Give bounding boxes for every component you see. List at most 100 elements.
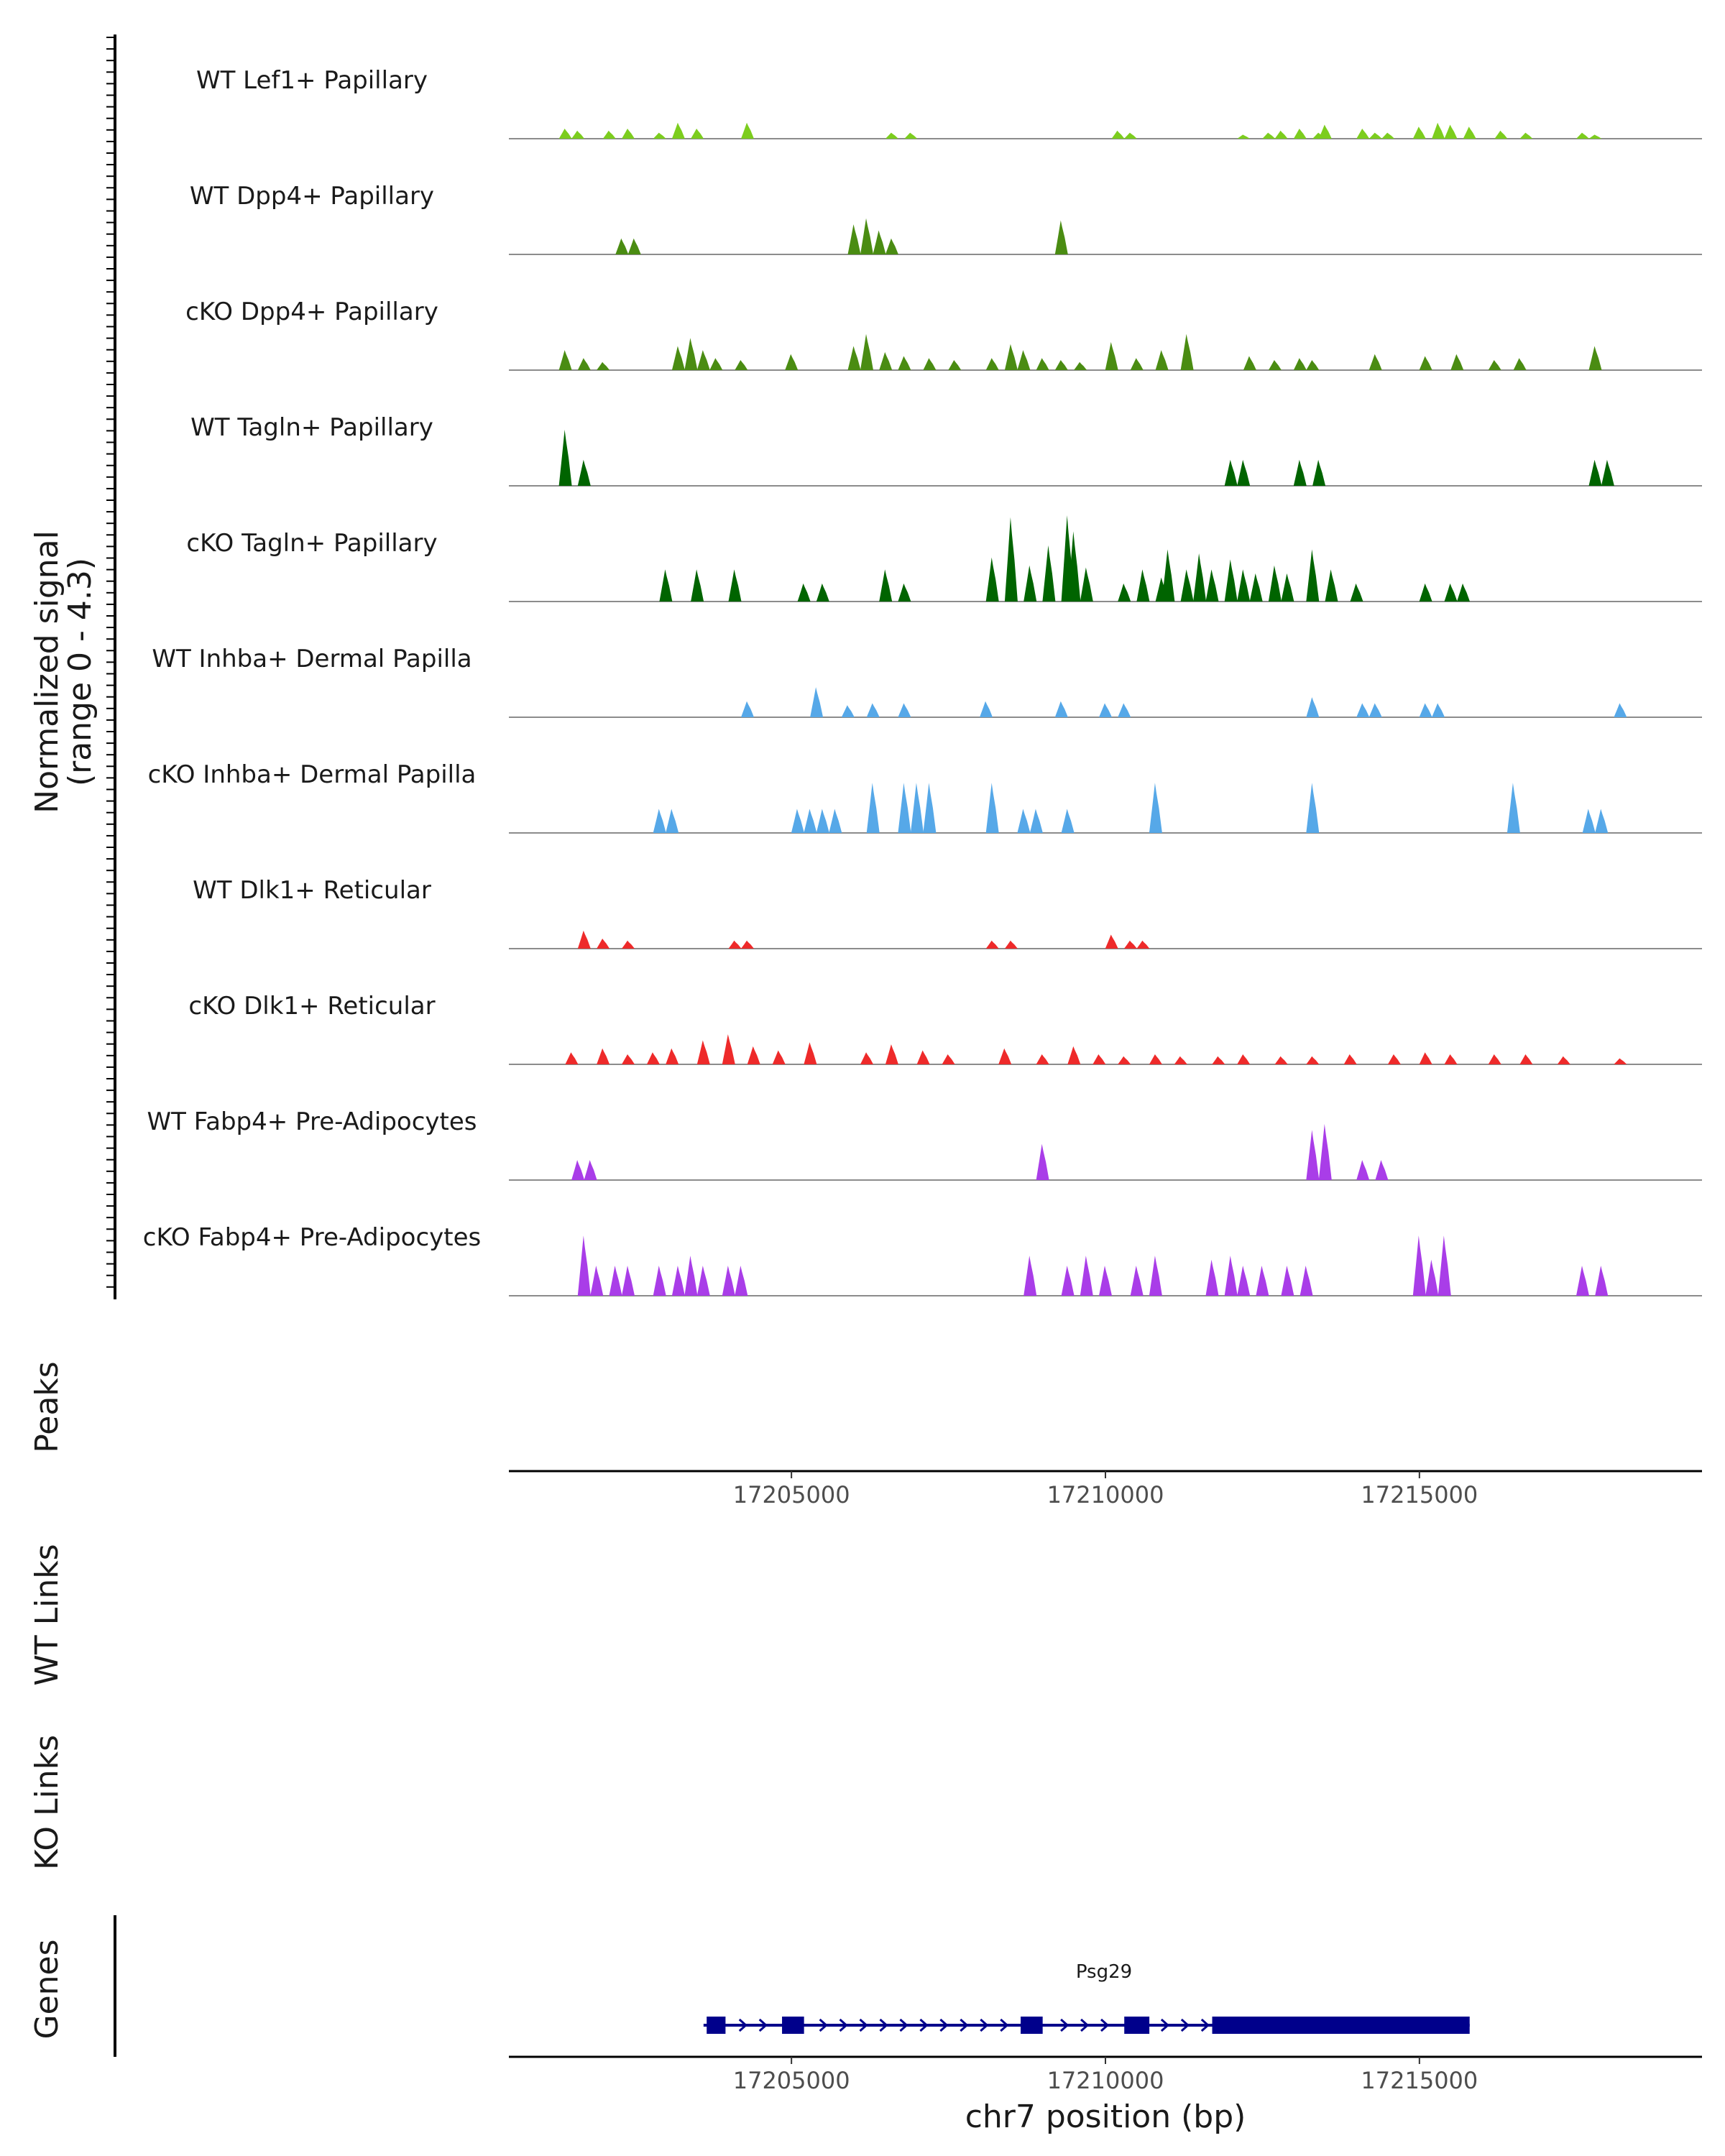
signal-peak (735, 360, 748, 370)
signal-peak (1105, 934, 1118, 949)
signal-peak (1557, 1056, 1570, 1064)
strand-arrow (1080, 2018, 1090, 2032)
track-0: WT Lef1+ Papillary (196, 66, 1702, 139)
signal-peak (804, 808, 817, 833)
signal-peak (696, 1040, 710, 1064)
signal-peak (948, 360, 962, 370)
signal-peak (1306, 1130, 1320, 1180)
signal-peak (1237, 134, 1251, 139)
signal-peak (1224, 1256, 1238, 1296)
signal-peak (1432, 122, 1445, 139)
track-7: WT Dlk1+ Reticular (193, 876, 1702, 949)
signal-peak (691, 569, 704, 602)
signal-peak (985, 783, 999, 833)
signal-peak (1099, 1266, 1112, 1296)
track-label: cKO Dpp4+ Papillary (185, 298, 438, 326)
signal-tracks: WT Lef1+ Papillary WT Dpp4+ Papillary cKO … (143, 66, 1702, 1296)
signal-peak (1306, 360, 1320, 370)
signal-peak (1092, 1054, 1106, 1064)
signal-peak (1343, 1054, 1357, 1064)
signal-peak (1067, 531, 1081, 602)
signal-peak (1595, 1266, 1609, 1296)
signal-peak (1105, 341, 1118, 370)
track-9: WT Fabp4+ Pre-Adipocytes (147, 1107, 1702, 1181)
track-label: WT Dlk1+ Reticular (193, 876, 431, 905)
signal-peak (1588, 459, 1602, 486)
signal-peak (671, 122, 685, 139)
signal-peak (1576, 132, 1589, 139)
signal-peak (609, 1266, 622, 1296)
signal-peak (709, 358, 723, 370)
signal-peak (847, 224, 861, 254)
signal-peak (1262, 132, 1276, 139)
signal-peak (1074, 361, 1087, 370)
signal-peak (879, 351, 893, 370)
signal-peak (1419, 356, 1432, 370)
signal-peak (785, 354, 799, 370)
signal-peak (885, 238, 898, 254)
signal-peak (1356, 703, 1370, 717)
signal-peak (904, 132, 918, 139)
signal-peak (1419, 703, 1432, 717)
signal-peak (1193, 553, 1207, 602)
signal-peak (1036, 358, 1049, 370)
signal-peak (985, 557, 999, 602)
signal-peak (1281, 1266, 1294, 1296)
signal-peak (1293, 358, 1307, 370)
signal-peak (1274, 130, 1288, 139)
signal-peak (1425, 1259, 1439, 1296)
signal-peak (980, 701, 993, 717)
signal-peak (622, 940, 635, 949)
signal-peak (1268, 565, 1282, 602)
signal-peak (898, 703, 911, 717)
signal-y-axis-title: Normalized signal (29, 530, 65, 814)
signal-peak (1519, 1054, 1533, 1064)
signal-peak (659, 569, 673, 602)
signal-peak (1356, 1160, 1370, 1180)
signal-peak (1004, 940, 1018, 949)
signal-peak (998, 1048, 1012, 1064)
signal-peak (1029, 808, 1043, 833)
signal-peak (1024, 565, 1037, 602)
signal-peak (1356, 129, 1370, 139)
signal-peak (1444, 124, 1458, 139)
signal-peak (722, 1034, 735, 1064)
signal-peak (590, 1266, 604, 1296)
signal-peak (1237, 1266, 1251, 1296)
signal-peak (1004, 344, 1018, 370)
signal-peak (653, 1266, 666, 1296)
signal-peak (985, 940, 999, 949)
signal-peak (1054, 701, 1068, 717)
signal-peak (1488, 1054, 1501, 1064)
signal-peak (1576, 1266, 1589, 1296)
signal-peak (1306, 549, 1320, 602)
strand-arrow (919, 2018, 929, 2032)
x-tick-label: 17210000 (1047, 2067, 1164, 2094)
gene-exon (1212, 2017, 1470, 2034)
signal-peak (696, 350, 710, 370)
signal-peak (1024, 1256, 1037, 1296)
signal-peak (1130, 358, 1144, 370)
signal-peak (1494, 130, 1508, 139)
signal-peak (1306, 783, 1320, 833)
signal-peak (1325, 569, 1338, 602)
signal-peak (577, 930, 591, 949)
signal-y-axis-ticks (106, 37, 115, 1288)
signal-peak (804, 1042, 817, 1064)
gene-exon (1021, 2017, 1043, 2034)
signal-peak (1136, 940, 1150, 949)
signal-peak (1274, 1056, 1288, 1064)
track-label: cKO Inhba+ Dermal Papilla (148, 760, 477, 789)
track-label: WT Tagln+ Papillary (190, 413, 433, 442)
signal-peak (597, 939, 610, 949)
signal-peak (622, 1054, 635, 1064)
track-label: WT Lef1+ Papillary (196, 66, 428, 95)
signal-peak (1118, 703, 1131, 717)
signal-peak (1212, 1056, 1225, 1064)
signal-peak (1368, 354, 1382, 370)
signal-peak (1180, 569, 1194, 602)
signal-peak (1375, 1160, 1389, 1180)
signal-peak (1017, 808, 1031, 833)
signal-peak (1368, 703, 1382, 717)
signal-peak (1162, 549, 1175, 602)
